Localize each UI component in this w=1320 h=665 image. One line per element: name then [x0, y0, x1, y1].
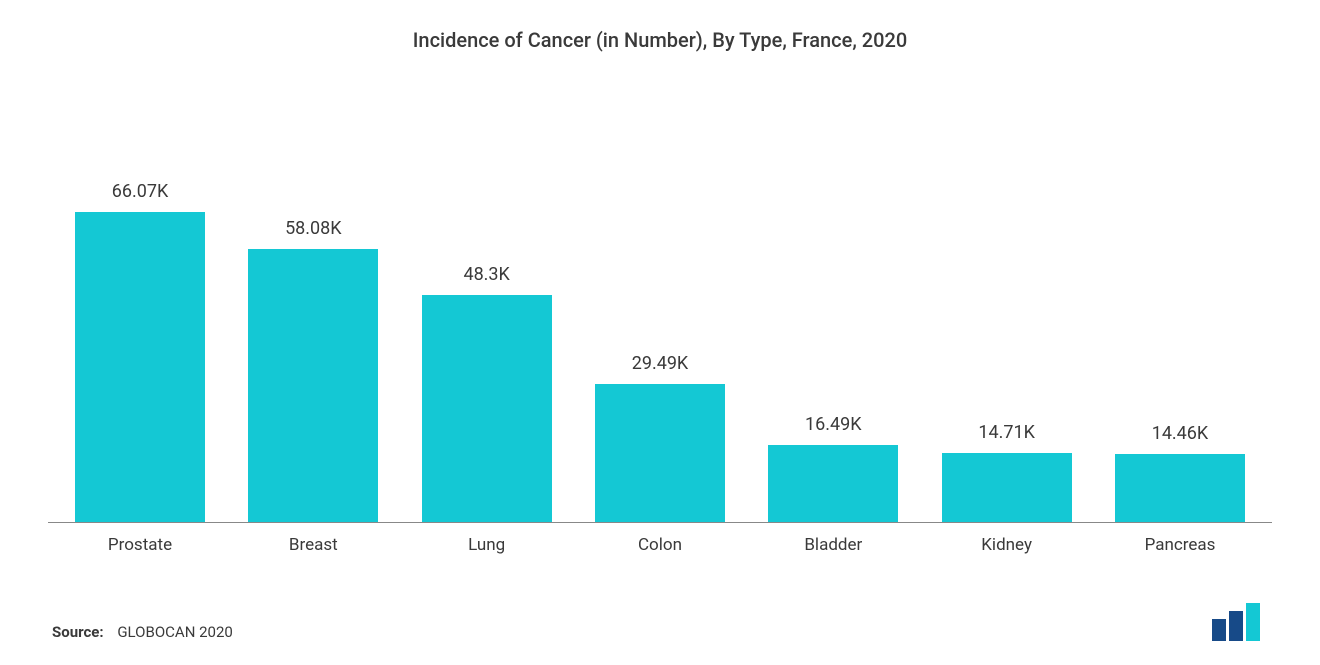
bar-group: 48.3K — [413, 264, 561, 522]
bar — [248, 249, 378, 522]
bar-category-label: Lung — [413, 535, 561, 555]
source-citation: Source: GLOBOCAN 2020 — [52, 623, 233, 641]
bar-group: 29.49K — [586, 353, 734, 522]
chart-container: Incidence of Cancer (in Number), By Type… — [0, 0, 1320, 665]
bar-value-label: 48.3K — [463, 264, 509, 285]
bar-value-label: 16.49K — [805, 414, 862, 435]
source-label: Source: — [52, 623, 104, 641]
bar-value-label: 14.46K — [1152, 423, 1209, 444]
chart-footer: Source: GLOBOCAN 2020 — [48, 603, 1272, 641]
bar-category-label: Kidney — [933, 535, 1081, 555]
chart-title: Incidence of Cancer (in Number), By Type… — [48, 28, 1272, 52]
bar-group: 16.49K — [759, 414, 907, 522]
bar-value-label: 14.71K — [978, 422, 1035, 443]
bar-group: 14.46K — [1106, 423, 1254, 522]
bar — [422, 295, 552, 522]
bar — [75, 212, 205, 522]
plot-area: 66.07K 58.08K 48.3K 29.49K 16.49K 14.71K 14.46… — [48, 130, 1272, 523]
bar-group: 14.71K — [933, 422, 1081, 522]
x-axis-labels: Prostate Breast Lung Colon Bladder Kidney Panc… — [48, 523, 1272, 555]
bar — [595, 384, 725, 522]
bar-group: 58.08K — [239, 218, 387, 522]
bar — [768, 445, 898, 522]
bar-category-label: Prostate — [66, 535, 214, 555]
bar — [942, 453, 1072, 522]
bar-category-label: Bladder — [759, 535, 907, 555]
bar-category-label: Breast — [239, 535, 387, 555]
bar — [1115, 454, 1245, 522]
bar-value-label: 58.08K — [285, 218, 342, 239]
logo-bar-icon — [1212, 619, 1226, 641]
brand-logo — [1212, 603, 1268, 641]
bar-value-label: 66.07K — [112, 181, 169, 202]
bar-category-label: Colon — [586, 535, 734, 555]
source-text: GLOBOCAN 2020 — [117, 623, 233, 641]
logo-bar-icon — [1246, 603, 1260, 641]
bar-group: 66.07K — [66, 181, 214, 522]
bar-value-label: 29.49K — [632, 353, 689, 374]
logo-bar-icon — [1229, 611, 1243, 641]
bar-category-label: Pancreas — [1106, 535, 1254, 555]
